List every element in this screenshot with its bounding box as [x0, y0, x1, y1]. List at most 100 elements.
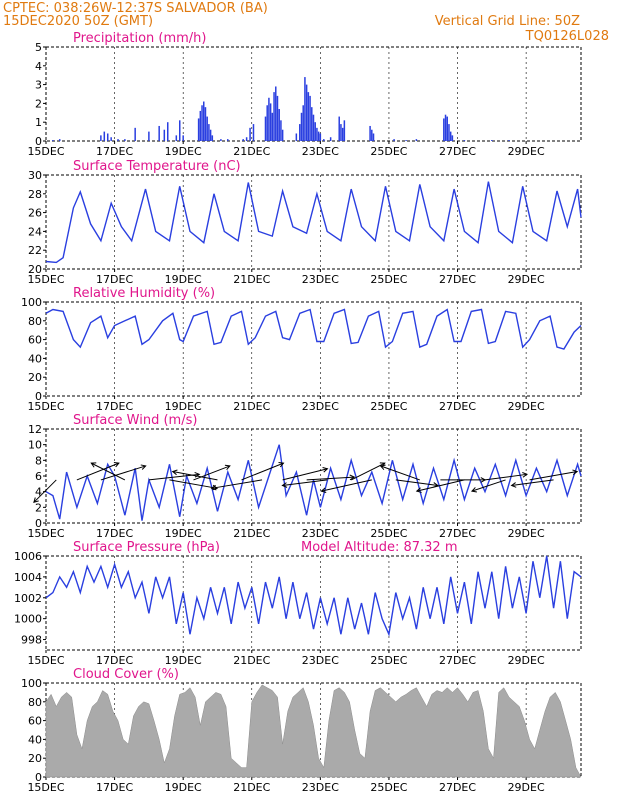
precip-bar [369, 125, 371, 141]
precip-bar [508, 140, 510, 141]
humidity-xtick-label: 21DEC [233, 400, 270, 413]
precip-bar [266, 105, 268, 141]
precip-bar [227, 139, 229, 141]
wind-arrow-head [224, 464, 231, 471]
pressure-xtick-label: 15DEC [27, 654, 64, 667]
wind-arrow [471, 479, 506, 492]
station-header: CPTEC: 038:26W-12:37S SALVADOR (BA) [3, 1, 268, 16]
temperature-ytick-label: 24 [28, 225, 42, 238]
cloud-cover-xtick-label: 25DEC [370, 781, 407, 794]
wind-arrow-head [322, 466, 329, 473]
precip-bar [209, 129, 212, 141]
humidity-title: Relative Humidity (%) [73, 286, 215, 301]
cloud-cover-ytick-label: 80 [28, 696, 42, 709]
precip-bar [299, 124, 301, 141]
precip-bar [208, 124, 210, 141]
wind-arrow-head [113, 462, 120, 468]
pressure-ytick-label: 1004 [14, 571, 42, 584]
grid-note: Vertical Grid Line: 50Z [435, 14, 580, 29]
pressure-panel: Surface Pressure (hPa) Model Altitude: 87… [14, 540, 582, 667]
precip-bar [280, 120, 282, 141]
precip-bar [448, 124, 450, 141]
wind-ytick-label: 2 [35, 501, 42, 514]
precip-bar [206, 116, 208, 141]
precip-bar [271, 112, 274, 141]
cloud-cover-area [45, 684, 582, 778]
pressure-ytick-label: 1000 [14, 613, 42, 626]
wind-arrow [282, 479, 328, 487]
precip-bar [323, 139, 325, 141]
humidity-ytick-label: 40 [28, 352, 42, 365]
precip-bar [264, 116, 267, 141]
wind-arrow [484, 473, 528, 481]
cloud-cover-xtick-label: 27DEC [439, 781, 476, 794]
precip-bar [201, 105, 203, 141]
precipitation-ytick-label: 4 [35, 60, 42, 73]
precip-bar [163, 129, 166, 141]
wind-title: Surface Wind (m/s) [73, 413, 197, 428]
precip-bar [329, 137, 332, 141]
cloud-cover-xtick-label: 19DEC [165, 781, 202, 794]
wind-arrow [169, 479, 218, 489]
precip-bar [317, 131, 320, 141]
precip-bar [269, 103, 272, 141]
precip-bar [278, 109, 280, 141]
precip-bar [204, 107, 207, 141]
temperature-line [45, 181, 582, 264]
pressure-line [45, 555, 582, 637]
temperature-xtick-label: 17DEC [96, 273, 133, 286]
temperature-title: Surface Temperature (nC) [73, 159, 241, 174]
precip-bar [110, 137, 112, 141]
precipitation-xtick-label: 29DEC [508, 145, 545, 158]
precipitation-xtick-label: 17DEC [96, 145, 133, 158]
wind-arrow [172, 471, 218, 481]
precip-bar [211, 135, 214, 141]
precip-bar [245, 137, 248, 141]
wind-ytick-label: 8 [35, 454, 42, 467]
precipitation-xtick-label: 27DEC [439, 145, 476, 158]
wind-arrow-head [33, 497, 39, 504]
precip-bar [117, 139, 119, 141]
wind-arrow-head [90, 462, 97, 468]
temperature-xtick-label: 29DEC [508, 273, 545, 286]
precip-bar [148, 131, 150, 141]
wind-arrow-head [470, 487, 477, 493]
precip-bar [106, 133, 109, 141]
wind-xtick-label: 23DEC [302, 527, 339, 540]
cloud-cover-ytick-label: 100 [21, 677, 42, 690]
wind-arrow-head [140, 464, 147, 470]
precip-bar [275, 86, 277, 141]
humidity-xtick-label: 29DEC [508, 400, 545, 413]
humidity-ytick-label: 100 [21, 296, 42, 309]
precip-bar [203, 101, 205, 141]
precip-bar [312, 114, 315, 141]
cloud-cover-title: Cloud Cover (%) [73, 667, 179, 682]
wind-arrow-head [415, 487, 422, 493]
wind-arrow [211, 479, 263, 489]
wind-arrow [193, 465, 231, 481]
precip-bar [305, 84, 308, 141]
wind-arrow-head [320, 487, 327, 493]
precip-bar [343, 120, 346, 141]
precip-bar [302, 105, 304, 141]
humidity-line [45, 308, 582, 350]
precip-bar [338, 116, 340, 141]
precipitation-xtick-label: 23DEC [302, 145, 339, 158]
pressure-xtick-label: 29DEC [508, 654, 545, 667]
wind-line [45, 444, 582, 521]
wind-arrow [241, 462, 284, 481]
precip-bar [249, 127, 251, 141]
humidity-ytick-label: 0 [35, 390, 42, 403]
cloud-cover-xtick-label: 15DEC [27, 781, 64, 794]
humidity-ytick-label: 60 [28, 334, 42, 347]
pressure-xtick-label: 17DEC [96, 654, 133, 667]
precip-bar [179, 120, 181, 141]
precipitation-ytick-label: 5 [35, 41, 42, 54]
wind-arrow [380, 465, 420, 481]
wind-ytick-label: 4 [35, 486, 42, 499]
wind-arrow-head [379, 464, 386, 470]
wind-xtick-label: 19DEC [165, 527, 202, 540]
precip-bar [316, 127, 318, 141]
